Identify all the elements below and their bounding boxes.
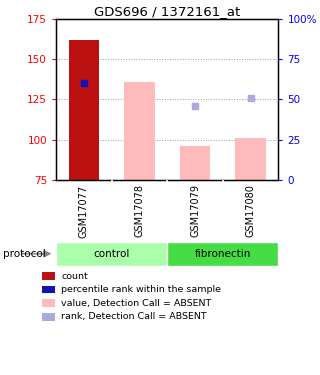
Bar	[42, 272, 55, 280]
Text: GSM17079: GSM17079	[190, 184, 200, 237]
Text: fibronectin: fibronectin	[195, 249, 251, 259]
Bar	[42, 286, 55, 294]
Text: value, Detection Call = ABSENT: value, Detection Call = ABSENT	[61, 299, 212, 308]
Bar	[124, 82, 155, 180]
Bar	[180, 146, 210, 180]
Text: GSM17078: GSM17078	[134, 184, 144, 237]
Text: protocol: protocol	[3, 249, 46, 259]
Bar	[56, 242, 167, 266]
Text: count: count	[61, 272, 88, 280]
Bar	[235, 138, 266, 180]
Bar	[42, 299, 55, 307]
Text: GSM17080: GSM17080	[246, 184, 256, 237]
Bar	[167, 242, 278, 266]
Text: control: control	[93, 249, 130, 259]
Text: rank, Detection Call = ABSENT: rank, Detection Call = ABSENT	[61, 312, 207, 321]
Title: GDS696 / 1372161_at: GDS696 / 1372161_at	[94, 4, 240, 18]
Text: percentile rank within the sample: percentile rank within the sample	[61, 285, 221, 294]
Text: GSM17077: GSM17077	[79, 184, 89, 237]
Bar	[68, 40, 99, 180]
Bar	[42, 313, 55, 321]
